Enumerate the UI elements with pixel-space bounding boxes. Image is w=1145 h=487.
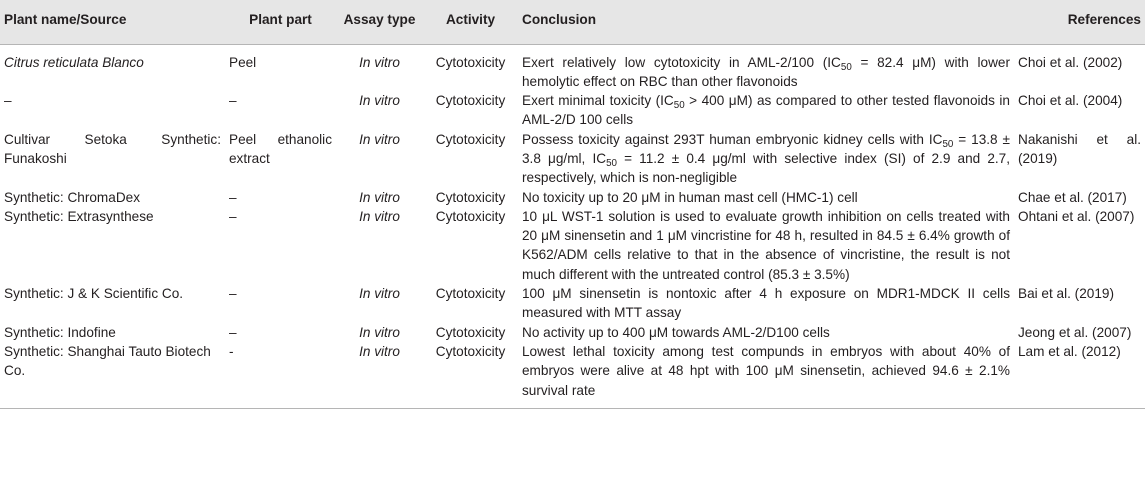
cell-plant: Synthetic: Indofine [4,324,116,340]
cell-activity: Cytotoxicity [435,189,506,205]
header-conclusion: Conclusion [522,12,597,27]
cell-activity: Cytotoxicity [435,54,506,70]
table-row: Citrus reticulata Blanco Peel In vitro C… [0,44,1145,91]
cell-activity: Cytotoxicity [435,286,506,302]
header-plant: Plant name/Source [4,12,127,27]
cell-assay: In vitro [359,324,400,340]
cell-assay: In vitro [359,189,400,205]
cell-part: Peel ethanolic extract [229,131,332,166]
header-row: Plant name/Source Plant part Assay type … [0,0,1145,44]
header-part: Plant part [249,12,312,27]
cell-part: – [229,93,237,109]
header-activity: Activity [445,12,496,27]
cell-plant: Synthetic: J & K Scientific Co. [4,286,184,302]
cell-conclusion: No activity up to 400 μM towards AML-2/D… [522,324,830,340]
cell-assay: In vitro [359,343,400,359]
cell-part: – [229,324,237,340]
table-row: Synthetic: ChromaDex – In vitro Cytotoxi… [0,188,1145,207]
cell-reference: Jeong et al. (2007) [1018,324,1132,340]
cell-plant: Synthetic: Extrasynthese [4,208,154,224]
cell-plant: – [4,93,12,109]
cell-activity: Cytotoxicity [435,324,506,340]
table-row: Synthetic: Shanghai Tauto Biotech Co. - … [0,342,1145,409]
cell-plant: Synthetic: Shanghai Tauto Biotech Co. [4,343,211,379]
cell-assay: In vitro [359,131,400,147]
cell-assay: In vitro [359,54,400,70]
cell-reference: Bai et al. (2019) [1018,286,1114,302]
cell-activity: Cytotoxicity [435,131,506,147]
cell-conclusion: Exert minimal toxicity (IC50 > 400 μM) a… [522,93,1010,128]
sinensetin-toxicity-table: Plant name/Source Plant part Assay type … [0,0,1145,409]
cell-plant: Citrus reticulata Blanco [0,44,225,91]
cell-activity: Cytotoxicity [435,93,506,109]
table-row: Cultivar Setoka Synthetic: Funakoshi Pee… [0,130,1145,188]
cell-reference: Ohtani et al. (2007) [1018,208,1135,224]
cell-activity: Cytotoxicity [435,343,506,359]
cell-part: – [229,208,237,224]
cell-activity: Cytotoxicity [435,208,506,224]
cell-assay: In vitro [359,286,400,302]
table-row: Synthetic: J & K Scientific Co. – In vit… [0,284,1145,323]
cell-plant: Cultivar Setoka Synthetic: Funakoshi [4,131,221,166]
cell-assay: In vitro [359,208,400,224]
cell-part: Peel [229,54,257,70]
cell-part: - [229,343,234,359]
plant-name: Citrus reticulata Blanco [4,54,144,70]
cell-conclusion: 100 μM sinensetin is nontoxic after 4 h … [522,286,1010,321]
cell-reference: Choi et al. (2004) [1018,93,1123,109]
cell-conclusion: Lowest lethal toxicity among test compun… [522,343,1010,398]
header-references: References [1067,12,1141,27]
cell-reference: Chae et al. (2017) [1018,189,1127,205]
table-row: Synthetic: Extrasynthese – In vitro Cyto… [0,207,1145,284]
cell-conclusion: Exert relatively low cytotoxicity in AML… [522,54,1010,89]
cell-reference: Lam et al. (2012) [1018,343,1121,359]
table-row: – – In vitro Cytotoxicity Exert minimal … [0,91,1145,130]
cell-conclusion: 10 μL WST-1 solution is used to evaluate… [522,208,1010,282]
cell-part: – [229,189,237,205]
cell-conclusion: Possess toxicity against 293T human embr… [522,131,1011,186]
cell-reference: Nakanishi et al. (2019) [1018,131,1141,166]
cell-plant: Synthetic: ChromaDex [4,189,140,205]
header-assay: Assay type [343,12,416,27]
table-row: Synthetic: Indofine – In vitro Cytotoxic… [0,323,1145,342]
cell-part: – [229,286,237,302]
cell-assay: In vitro [359,93,400,109]
cell-conclusion: No toxicity up to 20 μM in human mast ce… [522,189,858,205]
cell-reference: Choi et al. (2002) [1018,54,1123,70]
